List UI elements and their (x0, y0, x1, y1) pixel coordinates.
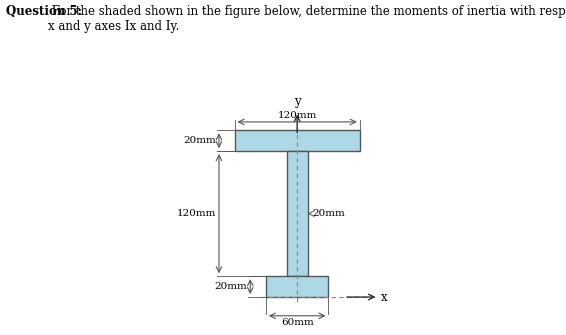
Text: x: x (380, 290, 387, 304)
Text: 120mm: 120mm (177, 209, 216, 218)
Text: 20mm: 20mm (183, 136, 216, 145)
Text: 60mm: 60mm (281, 318, 314, 327)
Bar (235, 130, 359, 151)
Bar (287, 151, 307, 276)
Text: y: y (294, 95, 301, 109)
Text: 120mm: 120mm (277, 111, 317, 120)
Text: Question 5:: Question 5: (6, 5, 82, 18)
Text: For the shaded shown in the figure below, determine the moments of inertia with : For the shaded shown in the figure below… (48, 5, 566, 33)
Text: 20mm: 20mm (313, 209, 345, 218)
Text: 20mm: 20mm (215, 282, 247, 291)
Bar (266, 276, 328, 297)
